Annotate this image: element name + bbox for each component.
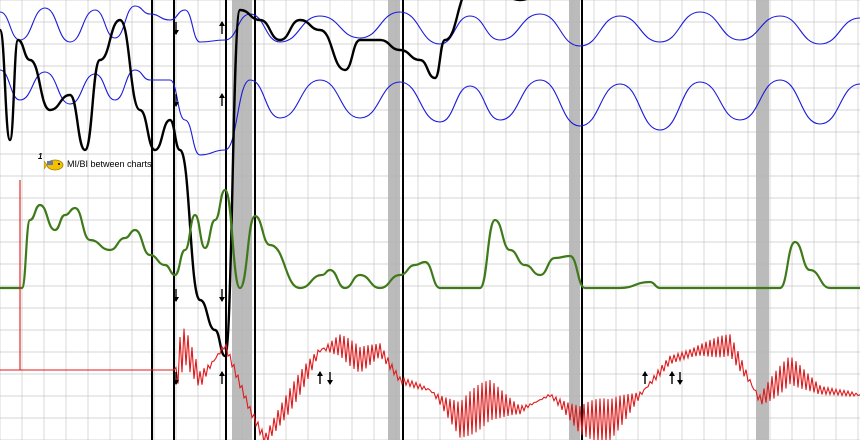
event-arrows <box>173 21 683 385</box>
stimulus-band <box>569 0 580 440</box>
arrow-down-head <box>173 30 179 35</box>
series-pneumo_upper <box>0 5 860 47</box>
arrow-down-head <box>219 297 225 302</box>
arrow-down-head <box>677 380 683 385</box>
stimulus-bands <box>232 0 769 440</box>
arrow-up-head <box>219 93 225 98</box>
stimulus-band <box>388 0 400 440</box>
annotation-text: MI/BI between charts <box>67 159 152 169</box>
stimulus-band <box>232 0 252 440</box>
arrow-up-head <box>317 371 323 376</box>
stimulus-band <box>756 0 769 440</box>
annotation-number: 1 <box>38 152 43 161</box>
series-activity <box>0 328 860 440</box>
arrow-up-head <box>642 371 648 376</box>
arrow-down-head <box>327 380 333 385</box>
activity-baseline <box>0 180 21 371</box>
camera-fish-icon <box>44 159 64 171</box>
series-cardio <box>0 188 860 290</box>
series-eda <box>0 0 528 358</box>
arrow-up-head <box>219 21 225 26</box>
arrow-up-head <box>219 371 225 376</box>
series-pneumo_lower <box>0 69 860 156</box>
arrow-up-head <box>669 371 675 376</box>
arrow-down-head <box>173 102 179 107</box>
event-lines <box>151 0 583 440</box>
annotation-mi-bi[interactable]: 1 MI/BI between charts <box>38 152 152 172</box>
arrow-down-head <box>173 380 179 385</box>
arrow-down-head <box>173 297 179 302</box>
